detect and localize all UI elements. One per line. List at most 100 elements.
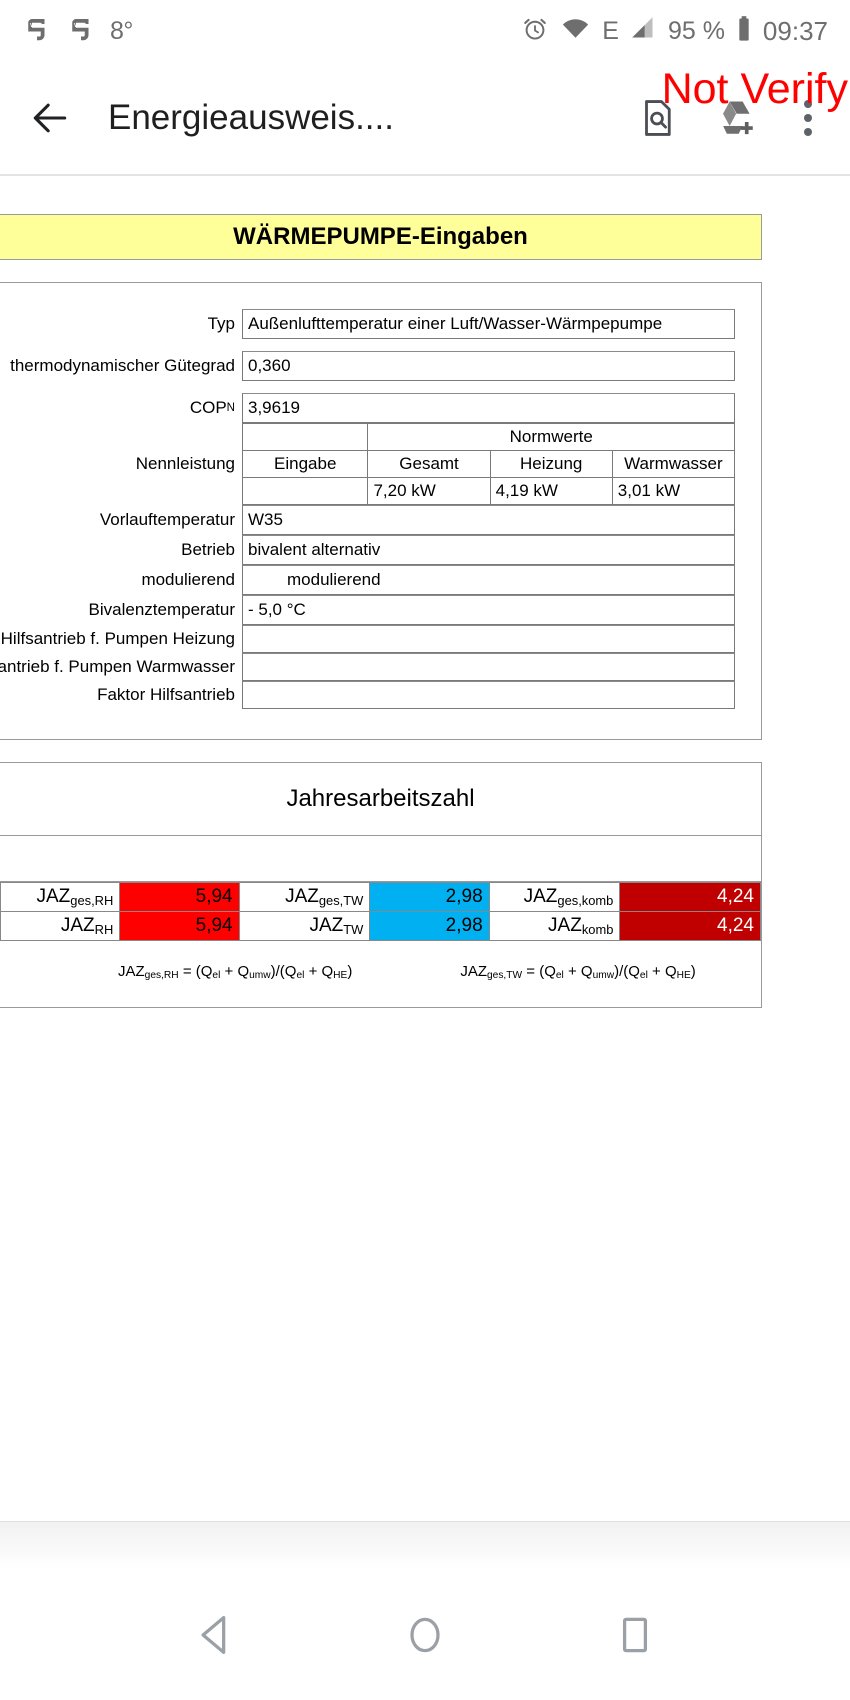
jaz-label-ges-rh: JAZges,RH xyxy=(0,882,121,912)
jaz-label-ges-komb: JAZges,komb xyxy=(488,882,621,912)
form-label: thermodynamischer Gütegrad xyxy=(10,355,235,375)
jaz-value-tw: 2,98 xyxy=(369,911,490,941)
form-label: Hilfsantrieb f. Pumpen Warmwasser xyxy=(0,656,235,676)
form-label: Bivalenztemperatur xyxy=(88,599,235,619)
nl-value-cell[interactable] xyxy=(241,477,369,505)
form-value-modulierend[interactable]: modulierend xyxy=(242,565,735,595)
svg-text:WILL: WILL xyxy=(30,23,44,29)
form-value-typ[interactable]: Außenlufttemperatur einer Luft/Wasser-Wä… xyxy=(242,309,735,339)
jaz-label-rh: JAZRH xyxy=(0,911,121,941)
jaz-label-tw: JAZTW xyxy=(238,911,371,941)
status-bar-left: WILL WILL 8° xyxy=(22,14,133,49)
status-bar: WILL WILL 8° E 95 % 09:37 xyxy=(0,0,850,62)
jaz-value-komb: 4,24 xyxy=(619,911,761,941)
status-bar-right: E 95 % 09:37 xyxy=(521,15,828,48)
form-label: Hilfsantrieb f. Pumpen Heizung xyxy=(0,628,235,648)
nl-col-header: Gesamt xyxy=(367,450,491,478)
form-value-hilfsantrieb-heizung[interactable] xyxy=(242,625,735,653)
nav-recents-square-icon[interactable] xyxy=(600,1600,670,1670)
nl-value-cell[interactable]: 7,20 kW xyxy=(367,477,491,505)
drive-add-icon[interactable] xyxy=(714,95,760,141)
alarm-clock-icon xyxy=(521,15,549,48)
document-search-icon[interactable] xyxy=(634,95,680,141)
jaz-label-komb: JAZkomb xyxy=(488,911,621,941)
status-temperature: 8° xyxy=(110,16,133,45)
nl-col-header: Eingabe xyxy=(241,450,369,478)
cop-label-text: COP xyxy=(189,397,227,417)
form-value-betrieb[interactable]: bivalent alternativ xyxy=(242,535,735,565)
form-row-modulierend: modulierend modulierend xyxy=(0,565,761,595)
form-row-hilfsantrieb-heizung: Hilfsantrieb f. Pumpen Heizung xyxy=(0,625,761,653)
nl-blank-cell xyxy=(241,423,369,451)
document-page: WÄRMEPUMPE-Eingaben Typ Außenlufttempera… xyxy=(0,176,850,1661)
form-row-typ: Typ Außenlufttemperatur einer Luft/Wasse… xyxy=(0,309,761,339)
jahresarbeitszahl-panel: Jahresarbeitszahl JAZges,RH 5,94 JAZges,… xyxy=(0,762,762,1009)
back-arrow-icon[interactable] xyxy=(22,90,78,146)
status-clock: 09:37 xyxy=(762,15,828,46)
wp-input-panel: Typ Außenlufttemperatur einer Luft/Wasse… xyxy=(0,282,762,740)
form-row-faktor-hilfsantrieb: Faktor Hilfsantrieb xyxy=(0,681,761,709)
jaz-value-ges-tw: 2,98 xyxy=(369,882,490,912)
page-bottom-edge xyxy=(0,1521,850,1569)
nl-col-header: Warmwasser xyxy=(611,450,736,478)
form-label: Vorlauftemperatur xyxy=(99,509,235,529)
form-label: Faktor Hilfsantrieb xyxy=(97,684,235,704)
overflow-menu-icon[interactable] xyxy=(794,96,822,140)
form-value-guetegrad[interactable]: 0,360 xyxy=(242,351,735,381)
form-row-bivalenztemperatur: Bivalenztemperatur - 5,0 °C xyxy=(0,595,761,625)
will-notification-icon: WILL xyxy=(22,14,52,49)
table-row: Normwerte xyxy=(241,423,735,451)
form-value-bivalenztemperatur[interactable]: - 5,0 °C xyxy=(242,595,735,625)
cop-label-sub: N xyxy=(226,401,235,414)
nl-col-header: Heizung xyxy=(489,450,613,478)
nav-back-triangle-icon[interactable] xyxy=(180,1600,250,1670)
form-row-nennleistung: Nennleistung Normwerte Eingabe Gesamt He… xyxy=(0,423,761,505)
document-banner-title: WÄRMEPUMPE-Eingaben xyxy=(233,223,528,250)
table-row: Eingabe Gesamt Heizung Warmwasser xyxy=(241,450,736,478)
battery-percent-label: 95 % xyxy=(667,16,725,45)
form-value-cop[interactable]: 3,9619 xyxy=(242,393,735,423)
form-label-nennleistung: Nennleistung xyxy=(135,453,235,473)
nennleistung-table: Normwerte Eingabe Gesamt Heizung Warmwas… xyxy=(241,423,736,505)
app-bar-divider xyxy=(0,174,850,176)
form-label: Typ xyxy=(207,313,235,333)
nl-value-cell[interactable]: 3,01 kW xyxy=(611,477,736,505)
form-row-hilfsantrieb-warmwasser: Hilfsantrieb f. Pumpen Warmwasser xyxy=(0,653,761,681)
document-top-gap xyxy=(0,176,850,214)
jaz-value-rh: 5,94 xyxy=(119,911,240,941)
nl-group-header: Normwerte xyxy=(367,423,735,451)
form-row-vorlauftemperatur: Vorlauftemperatur W35 xyxy=(0,505,761,535)
will-notification-icon: WILL xyxy=(66,14,96,49)
app-bar-actions xyxy=(634,95,828,141)
table-row: JAZges,RH 5,94 JAZges,TW 2,98 JAZges,kom… xyxy=(0,882,761,912)
form-label: modulierend xyxy=(141,569,235,589)
svg-text:WILL: WILL xyxy=(74,23,88,29)
form-value-faktor-hilfsantrieb[interactable] xyxy=(242,681,735,709)
jaz-value-ges-rh: 5,94 xyxy=(119,882,240,912)
jaz-formulas: JAZges,RH = (Qel + Qumw)/(Qel + QHE) JAZ… xyxy=(0,941,761,1007)
form-value-vorlauftemperatur[interactable]: W35 xyxy=(242,505,735,535)
jaz-spacer xyxy=(0,836,761,882)
page-title: Energieausweis.... xyxy=(108,98,394,137)
network-type-label: E xyxy=(602,16,619,45)
form-label-cop: COP N xyxy=(0,393,242,423)
nav-home-circle-icon[interactable] xyxy=(390,1600,460,1670)
form-label: Betrieb xyxy=(181,539,235,559)
android-nav-bar xyxy=(0,1569,850,1700)
app-bar: Energieausweis.... Not Verify xyxy=(0,62,850,174)
jaz-formula-rh: JAZges,RH = (Qel + Qumw)/(Qel + QHE) xyxy=(118,963,353,982)
nennleistung-table-wrap: Normwerte Eingabe Gesamt Heizung Warmwas… xyxy=(241,423,736,505)
wifi-icon xyxy=(560,15,591,48)
table-row: JAZRH 5,94 JAZTW 2,98 JAZkomb 4,24 xyxy=(0,911,761,941)
jaz-value-ges-komb: 4,24 xyxy=(619,882,761,912)
jaz-label-ges-tw: JAZges,TW xyxy=(238,882,371,912)
nl-value-cell[interactable]: 4,19 kW xyxy=(489,477,613,505)
form-row-guetegrad: thermodynamischer Gütegrad 0,360 xyxy=(0,351,761,381)
form-row-cop: COP N 3,9619 xyxy=(0,393,761,423)
form-value-hilfsantrieb-warmwasser[interactable] xyxy=(242,653,735,681)
signal-bars-icon xyxy=(630,15,657,47)
jaz-section-title: Jahresarbeitszahl xyxy=(0,763,761,836)
form-row-betrieb: Betrieb bivalent alternativ xyxy=(0,535,761,565)
battery-icon xyxy=(736,15,752,48)
